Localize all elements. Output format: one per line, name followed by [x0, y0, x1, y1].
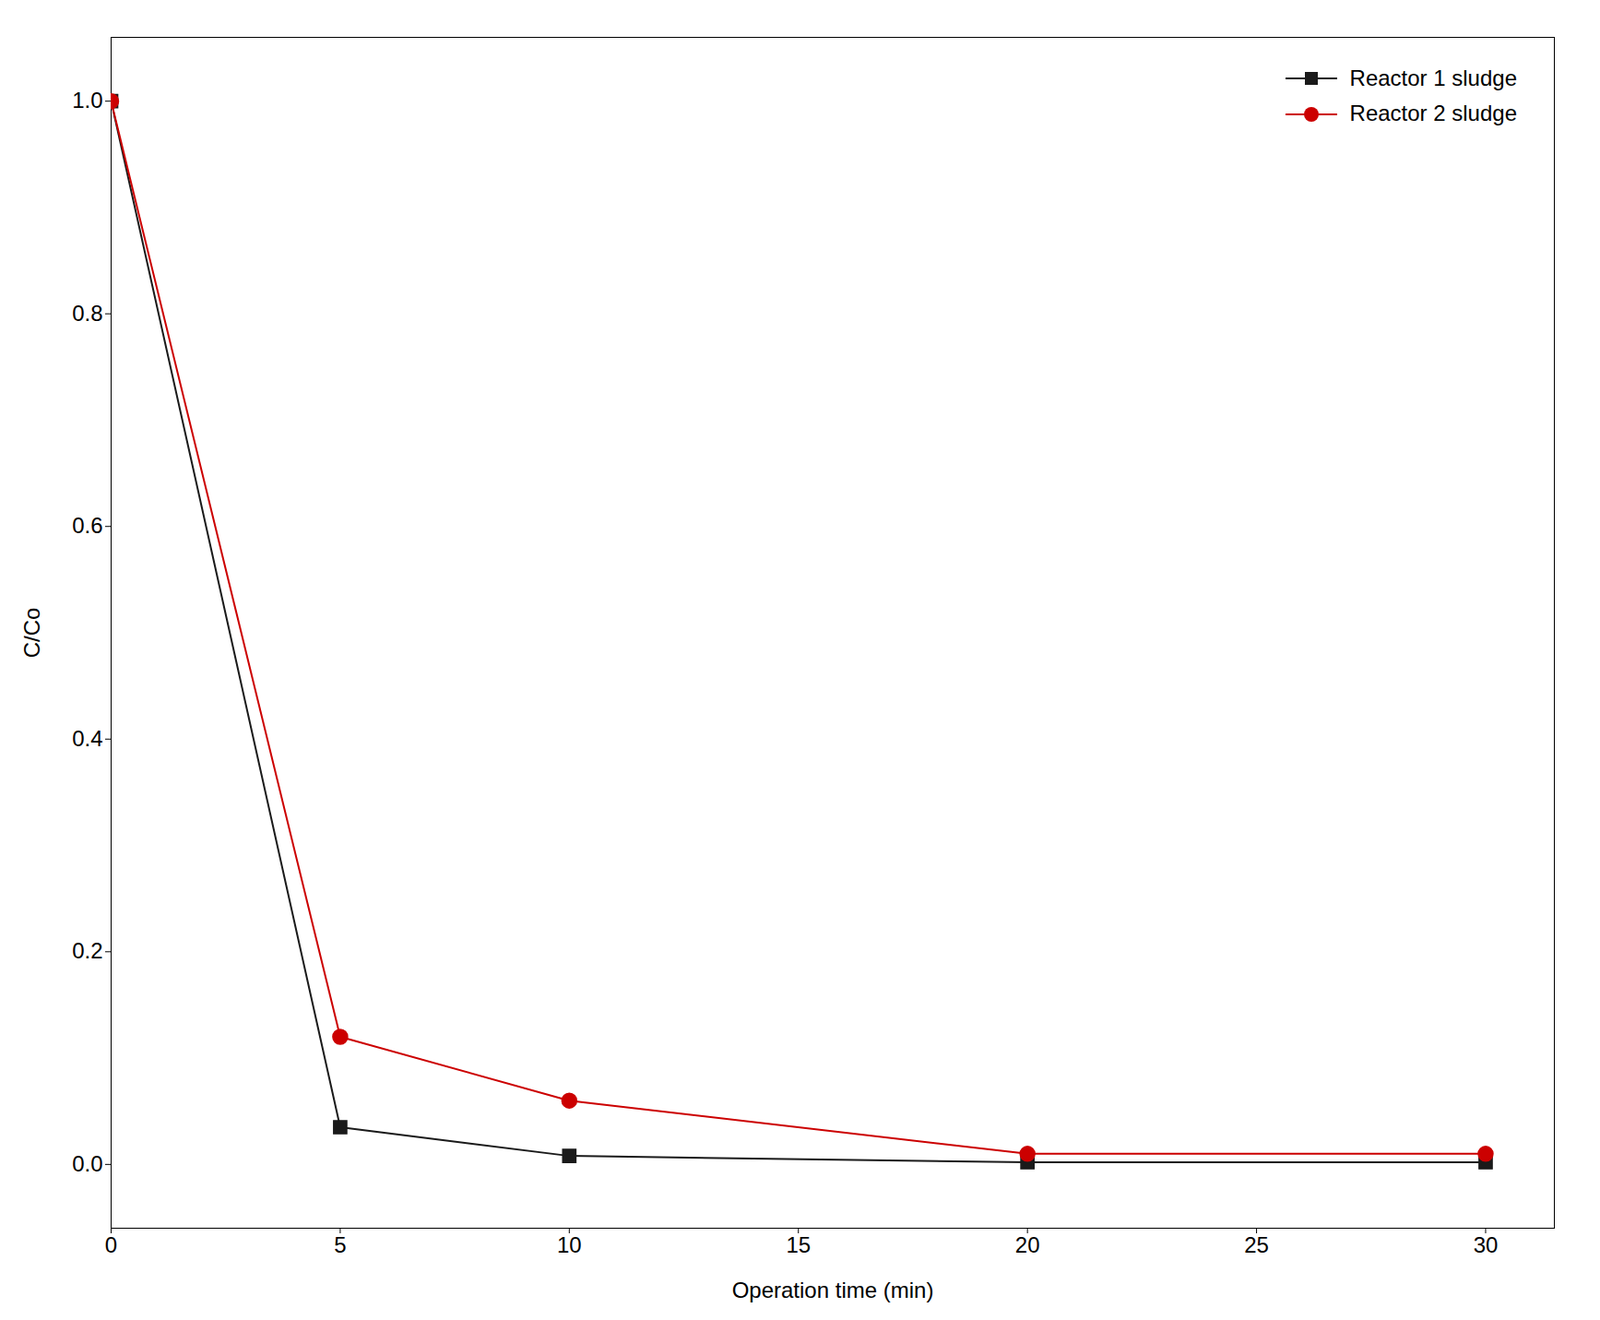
svg-text:0.8: 0.8: [71, 300, 103, 326]
svg-text:30: 30: [1473, 1232, 1499, 1257]
svg-text:15: 15: [785, 1232, 811, 1257]
svg-text:0.0: 0.0: [71, 1150, 103, 1176]
svg-text:0.4: 0.4: [71, 725, 103, 751]
html-text:Reactor 2 sludge: Reactor 2 sludge: [1349, 100, 1518, 126]
svg-text:0.2: 0.2: [71, 937, 103, 963]
svg-text:20: 20: [1015, 1232, 1041, 1257]
svg-text:C/Co: C/Co: [19, 607, 45, 659]
html-text:Reactor 1 sludge: Reactor 1 sludge: [1349, 65, 1518, 91]
svg-text:0: 0: [105, 1232, 118, 1257]
svg-text:Operation time (min): Operation time (min): [732, 1277, 935, 1303]
svg-text:10: 10: [557, 1232, 582, 1257]
svg-text:1.0: 1.0: [71, 87, 103, 113]
svg-text:0.6: 0.6: [71, 512, 103, 538]
svg-text:5: 5: [333, 1232, 346, 1257]
svg-text:25: 25: [1244, 1232, 1269, 1257]
